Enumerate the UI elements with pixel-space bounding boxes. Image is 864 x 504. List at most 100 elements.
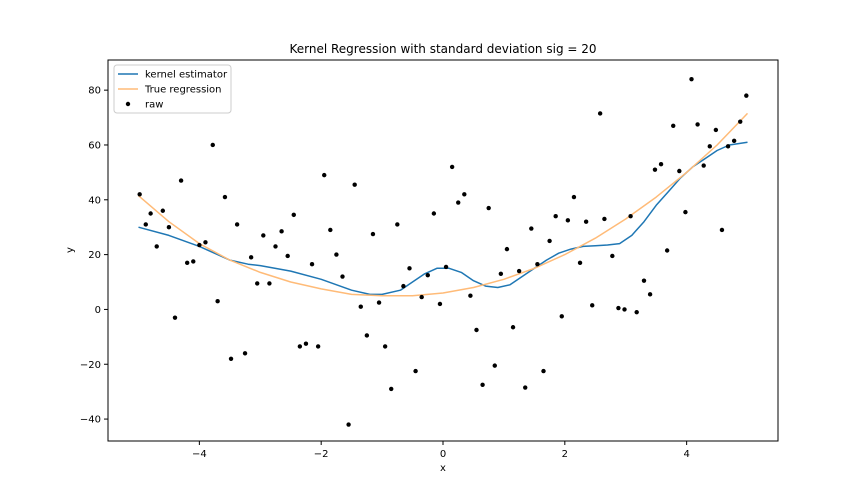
raw-data-point [492, 363, 497, 368]
y-tick-label: 80 [88, 86, 101, 97]
raw-data-point [707, 144, 712, 149]
legend: kernel estimator True regression raw [113, 64, 232, 114]
raw-data-point [222, 194, 228, 200]
y-tick-label: 60 [88, 140, 101, 151]
raw-data-point [376, 300, 382, 305]
raw-data-point [480, 382, 485, 388]
raw-data-point [559, 314, 564, 319]
raw-data-point [215, 299, 220, 304]
y-tick-label: 40 [88, 195, 101, 206]
raw-data-point [137, 192, 142, 197]
raw-data-point [197, 242, 202, 248]
raw-data-point [267, 281, 272, 286]
raw-data-point [184, 260, 190, 266]
raw-data-point [583, 219, 589, 224]
raw-data-point [590, 303, 595, 308]
raw-data-point [498, 271, 504, 276]
raw-data-point [683, 209, 688, 215]
raw-data-point [425, 272, 430, 278]
raw-data-point [273, 244, 278, 249]
true-regression-line [138, 112, 749, 297]
raw-data-point [565, 218, 571, 223]
raw-data-point [370, 231, 376, 237]
raw-data-point [248, 255, 254, 260]
raw-data-point [597, 111, 603, 116]
x-tick-label: 2 [562, 449, 568, 460]
raw-data-point [671, 123, 676, 128]
raw-data-point [535, 262, 540, 267]
x-tick-label: 0 [440, 449, 446, 460]
raw-data-point [303, 341, 309, 346]
raw-data-point [456, 200, 461, 205]
raw-data-point [285, 253, 290, 259]
raw-data-point [431, 211, 437, 216]
raw-data-point [352, 182, 357, 187]
raw-data-point [658, 161, 664, 167]
raw-data-point [462, 192, 467, 197]
raw-data-point [364, 333, 370, 338]
raw-data-point [516, 268, 522, 274]
raw-data-point [419, 294, 424, 300]
raw-data-point [689, 76, 694, 82]
raw-data-point [210, 142, 215, 148]
raw-data-point [346, 422, 351, 427]
raw-data-point [178, 178, 184, 183]
raw-data-point [541, 368, 546, 374]
x-tick-label: −2 [314, 449, 329, 460]
raw-data-point [382, 344, 388, 349]
raw-data-point [523, 385, 528, 390]
raw-data-point [610, 253, 615, 259]
kernel-estimator-line [138, 141, 748, 296]
raw-data-point [322, 172, 327, 178]
legend-label: raw [145, 100, 163, 111]
raw-data-point [577, 260, 583, 266]
raw-data-point [203, 240, 208, 245]
raw-data-point [449, 164, 455, 170]
raw-data-point [154, 244, 159, 249]
raw-data-point [474, 327, 479, 333]
raw-data-point [279, 229, 284, 234]
raw-data-point [616, 305, 621, 311]
raw-data-point [160, 208, 166, 213]
series-layer [138, 112, 749, 297]
raw-data-point [731, 138, 737, 144]
raw-data-point [719, 227, 725, 233]
raw-data-point [407, 266, 412, 271]
x-tick-label: 4 [683, 449, 689, 460]
raw-data-point [622, 307, 627, 312]
raw-data-point [334, 252, 339, 257]
raw-data-point [143, 222, 148, 227]
raw-data-point [647, 292, 653, 297]
raw-data-point [413, 368, 418, 374]
raw-data-point [547, 238, 552, 244]
scatter-layer [137, 76, 749, 427]
raw-data-point [148, 211, 153, 216]
raw-data-point [242, 351, 248, 356]
raw-data-point [701, 163, 706, 168]
legend-label: kernel estimator [145, 70, 228, 81]
raw-data-point [486, 205, 491, 211]
legend-box [113, 64, 232, 114]
raw-data-point [401, 283, 406, 289]
raw-data-point [315, 344, 321, 349]
raw-data-point [468, 293, 473, 298]
y-tick-label: 0 [95, 305, 101, 316]
raw-data-point [510, 325, 516, 330]
raw-data-point [358, 304, 363, 309]
raw-data-point [677, 168, 682, 174]
raw-data-point [602, 216, 607, 222]
raw-data-point [641, 278, 647, 283]
raw-data-point [255, 281, 260, 286]
chart-title: Kernel Regression with standard deviatio… [289, 42, 596, 56]
raw-data-point [725, 144, 731, 149]
raw-data-point [738, 119, 743, 124]
raw-data-point [228, 356, 234, 361]
raw-data-point [529, 226, 534, 231]
legend-label: True regression [144, 85, 222, 96]
x-axis-label: x [440, 463, 446, 474]
raw-data-point [166, 225, 172, 230]
raw-data-point [713, 127, 719, 133]
raw-data-point [340, 274, 345, 279]
y-tick-label: 20 [88, 250, 101, 261]
